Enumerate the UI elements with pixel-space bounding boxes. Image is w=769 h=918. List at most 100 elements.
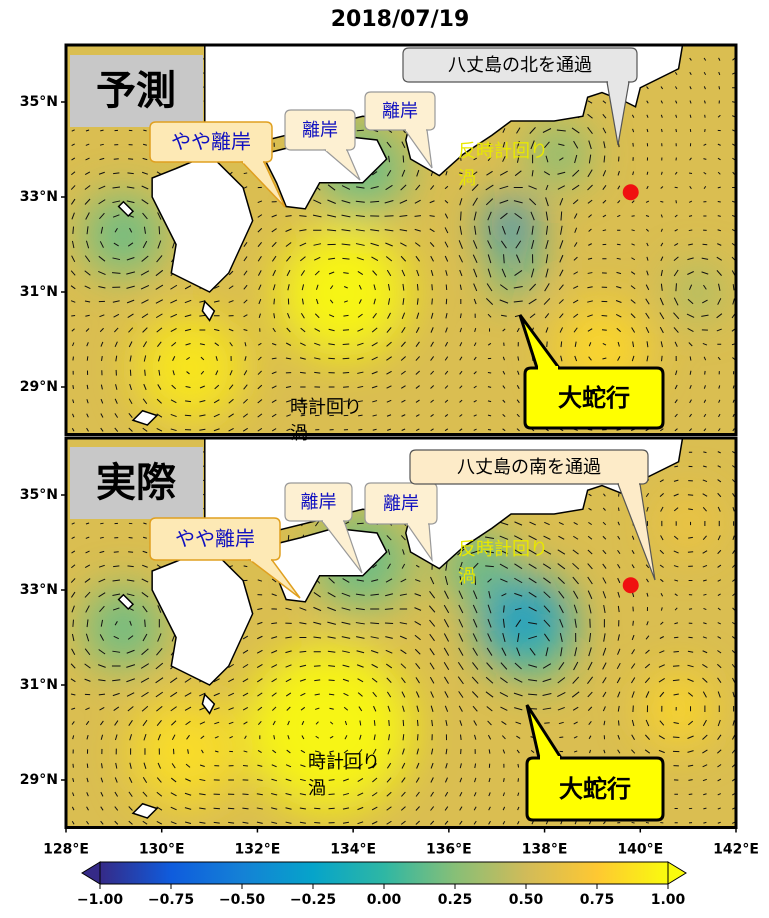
quiver-arrow — [73, 620, 74, 627]
quiver-arrow — [389, 720, 390, 726]
quiver-arrow — [87, 764, 88, 768]
callout-text: 離岸 — [302, 120, 338, 141]
x-tick-label: 142°E — [713, 842, 759, 858]
quiver-arrow — [100, 523, 103, 524]
quiver-arrow — [385, 216, 394, 217]
quiver-arrow — [343, 330, 349, 331]
y-tick-label: 35°N — [20, 94, 58, 110]
y-tick-label: 29°N — [20, 379, 58, 395]
quiver-arrow — [430, 216, 435, 217]
quiver-arrow — [374, 720, 375, 726]
quiver-arrow — [676, 283, 677, 291]
quiver-arrow — [618, 720, 619, 725]
hachijojima-marker — [623, 184, 639, 200]
quiver-arrow — [73, 227, 74, 234]
quiver-arrow — [329, 694, 334, 695]
quiver-arrow — [403, 155, 404, 162]
y-tick-label: 31°N — [20, 284, 58, 300]
quiver-arrow — [461, 212, 462, 221]
quiver-arrow — [288, 535, 289, 540]
quiver-arrow — [73, 385, 74, 389]
x-tick-label: 130°E — [139, 842, 185, 858]
callout-text: 大蛇行 — [558, 384, 630, 412]
quiver-arrow — [661, 129, 662, 132]
quiver-arrow — [632, 822, 635, 823]
x-tick-label: 140°E — [617, 842, 663, 858]
quiver-arrow — [113, 173, 119, 174]
quiver-arrow — [688, 780, 692, 781]
ccw-eddy-label: 渦 — [458, 168, 476, 189]
callout-text: 八丈島の南を通過 — [457, 457, 601, 478]
quiver-arrow — [673, 737, 679, 738]
hachijojima-marker — [623, 577, 639, 593]
quiver-arrow — [185, 401, 191, 402]
field-blob — [246, 645, 412, 811]
quiver-arrow — [417, 284, 418, 290]
field-blob — [659, 495, 717, 553]
cw-eddy-label: 時計回り — [308, 752, 380, 773]
quiver-arrow — [646, 822, 649, 823]
quiver-arrow — [673, 666, 679, 667]
quiver-arrow — [244, 173, 247, 174]
quiver-arrow — [703, 452, 706, 453]
quiver-arrow — [329, 680, 335, 681]
quiver-arrow — [528, 694, 537, 695]
quiver-arrow — [676, 200, 677, 203]
field-blob — [279, 227, 409, 357]
quiver-arrow — [415, 216, 421, 217]
colorbar-tick-label: 0.75 — [580, 892, 615, 908]
quiver-arrow — [561, 341, 562, 347]
quiver-arrow — [145, 370, 146, 376]
x-tick-label: 128°E — [43, 842, 89, 858]
quiver-arrow — [199, 315, 205, 316]
quiver-arrow — [488, 415, 491, 416]
callout-text: 大蛇行 — [559, 775, 631, 803]
callout-text: やや離岸 — [175, 527, 255, 551]
colorbar-high-extend — [668, 862, 686, 884]
panel-label: 実際 — [96, 460, 176, 506]
ccw-eddy-label: 渦 — [458, 566, 476, 587]
quiver-arrow — [618, 508, 619, 511]
quiver-arrow — [417, 734, 418, 740]
quiver-arrow — [214, 808, 220, 809]
quiver-arrow — [113, 566, 119, 567]
x-tick-label: 136°E — [426, 842, 472, 858]
colorbar-tick-label: 0.25 — [438, 892, 473, 908]
quiver-arrow — [329, 794, 335, 795]
cw-eddy-label: 時計回り — [290, 397, 362, 418]
quiver-arrow — [461, 735, 462, 740]
quiver-arrow — [602, 330, 607, 331]
field-blob — [643, 673, 715, 745]
quiver-arrow — [285, 216, 291, 217]
quiver-arrow — [488, 372, 491, 373]
quiver-arrow — [689, 230, 692, 231]
field-blob — [132, 698, 240, 806]
callout-text: やや離岸 — [171, 130, 251, 154]
quiver-arrow — [145, 620, 146, 627]
quiver-arrow — [689, 216, 692, 217]
quiver-arrow — [662, 356, 663, 361]
quiver-arrow — [358, 429, 362, 430]
quiver-arrow — [329, 780, 335, 781]
quiver-arrow — [588, 429, 592, 430]
cw-eddy-label: 渦 — [308, 778, 326, 799]
quiver-arrow — [403, 734, 404, 740]
callout-text: 離岸 — [382, 101, 418, 122]
callout-text: 離岸 — [301, 492, 337, 513]
field-blob — [498, 255, 534, 291]
quiver-arrow — [432, 299, 433, 305]
quiver-arrow — [112, 273, 120, 274]
quiver-arrow — [676, 129, 677, 132]
ccw-eddy-label: 反時計回り — [458, 539, 548, 560]
quiver-arrow — [617, 244, 621, 245]
field-blob — [673, 267, 723, 317]
quiver-arrow — [403, 720, 404, 726]
quiver-arrow — [274, 299, 275, 305]
quiver-arrow — [87, 356, 88, 360]
colorbar-low-extend — [82, 862, 100, 884]
quiver-arrow — [299, 216, 306, 217]
quiver-arrow — [343, 358, 350, 359]
colorbar — [100, 862, 668, 884]
colorbar-tick-label: −0.25 — [290, 892, 336, 908]
quiver-arrow — [385, 623, 393, 624]
